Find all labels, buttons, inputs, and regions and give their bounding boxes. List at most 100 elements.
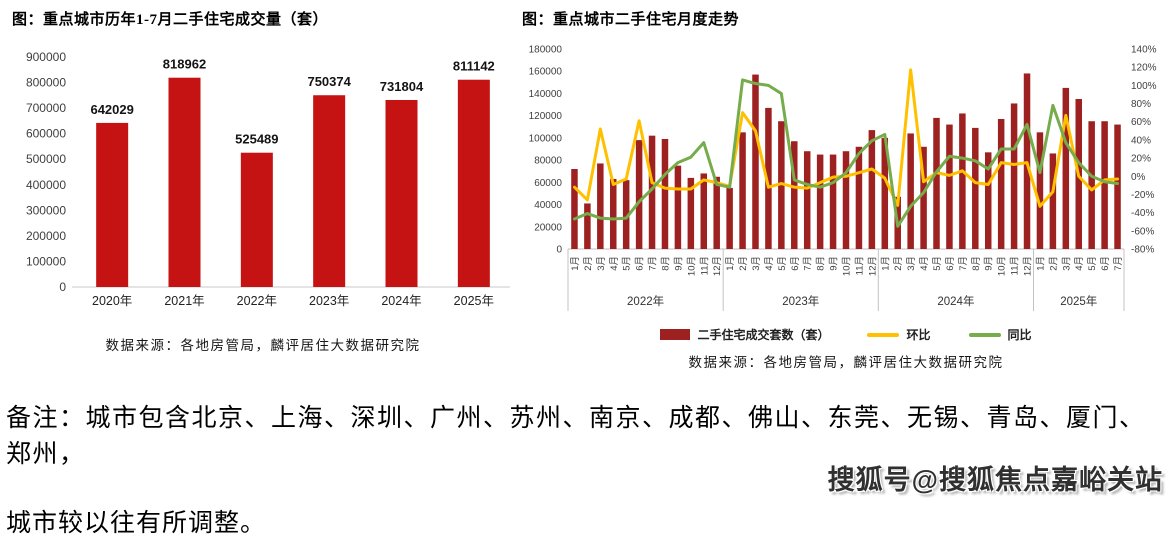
year-group-label: 2023年 — [782, 294, 819, 308]
annual-y-tick-label: 600000 — [26, 127, 66, 141]
monthly-month-label: 4月 — [919, 256, 930, 271]
monthly-bar — [946, 124, 953, 249]
monthly-bar — [933, 117, 940, 249]
monthly-right-axis-tick: -40% — [1131, 208, 1154, 219]
monthly-month-label: 1月 — [570, 256, 581, 271]
monthly-month-label: 8月 — [971, 256, 982, 271]
monthly-bar — [855, 146, 863, 249]
monthly-bar — [1101, 121, 1108, 249]
monthly-chart-section: 图：重点城市二手住宅月度走势 0 20000 40000 60000 80000 1000… — [522, 6, 1170, 371]
monthly-bar — [739, 132, 746, 249]
monthly-left-axis-tick: 120000 — [529, 111, 563, 122]
monthly-month-label: 10月 — [997, 256, 1008, 276]
monthly-bar — [1010, 103, 1018, 249]
annual-x-tick-label: 2025年 — [454, 294, 494, 308]
monthly-month-label: 12月 — [867, 256, 878, 276]
monthly-month-label: 6月 — [635, 256, 646, 271]
monthly-month-label: 7月 — [803, 256, 814, 271]
monthly-month-label: 6月 — [1100, 256, 1111, 271]
legend-item-bars: 二手住宅成交套数（套） — [660, 326, 829, 343]
annual-bar — [96, 122, 129, 287]
annual-bar — [385, 99, 418, 287]
legend-label: 同比 — [1007, 328, 1032, 342]
monthly-month-label: 11月 — [699, 256, 710, 275]
monthly-month-label: 4月 — [1074, 256, 1085, 271]
annual-chart-source: 数据来源：各地房管局，麟评居住大数据研究院 — [105, 338, 421, 353]
monthly-left-axis-tick: 60000 — [534, 178, 562, 189]
annual-bar-value-label: 525489 — [235, 132, 278, 147]
monthly-bar — [610, 179, 617, 249]
legend-line-swatch — [867, 332, 900, 337]
monthly-left-axis-tick: 0 — [556, 245, 562, 256]
annual-y-tick-label: 100000 — [26, 254, 66, 268]
monthly-month-label: 2月 — [583, 256, 594, 271]
monthly-month-label: 4月 — [764, 256, 775, 271]
monthly-month-label: 2月 — [738, 256, 749, 271]
note-line-1: 备注：城市包含北京、上海、深圳、广州、苏州、南京、成都、佛山、东莞、无锡、青岛、… — [6, 405, 1146, 468]
monthly-bar — [778, 121, 785, 249]
monthly-left-axis-tick: 40000 — [534, 200, 562, 211]
monthly-right-axis-tick: 120% — [1131, 63, 1157, 74]
monthly-right-axis-tick: -60% — [1131, 226, 1154, 237]
monthly-chart-legend: 二手住宅成交套数（套） 环比 同比 — [522, 326, 1170, 343]
monthly-bar — [816, 154, 824, 249]
legend-label: 环比 — [906, 328, 931, 342]
annual-x-tick-label: 2023年 — [309, 294, 349, 308]
monthly-bar — [765, 107, 772, 249]
annual-y-tick-label: 500000 — [26, 152, 66, 166]
monthly-month-label: 8月 — [816, 256, 827, 271]
monthly-bar — [661, 139, 669, 249]
annual-bar — [457, 79, 490, 287]
monthly-month-label: 4月 — [609, 256, 620, 271]
monthly-line-同比 — [572, 78, 1120, 228]
monthly-month-label: 5月 — [622, 256, 633, 271]
monthly-left-axis-tick: 160000 — [529, 67, 563, 78]
legend-item-同比: 同比 — [968, 326, 1032, 343]
annual-bar-value-label: 642029 — [90, 102, 133, 117]
monthly-month-label: 2月 — [893, 256, 904, 271]
monthly-month-label: 9月 — [673, 256, 684, 271]
monthly-bar — [1062, 87, 1070, 249]
monthly-bar — [972, 127, 979, 249]
annual-x-tick-label: 2021年 — [164, 294, 204, 308]
monthly-bar — [674, 165, 682, 249]
monthly-month-label: 8月 — [660, 256, 671, 271]
annual-y-tick-label: 400000 — [26, 178, 66, 192]
annual-chart-section: 图：重点城市历年1-7月二手住宅成交量（套） 0 100000 200000 3000… — [12, 6, 514, 354]
annual-chart-title: 图：重点城市历年1-7月二手住宅成交量（套） — [12, 12, 328, 28]
monthly-left-axis-tick: 80000 — [534, 156, 562, 167]
annual-bar-chart-plot: 0 100000 200000 300000 400000 500000 600000 700… — [26, 50, 510, 308]
legend-item-环比: 环比 — [867, 326, 931, 343]
monthly-bar — [635, 140, 643, 249]
monthly-bar — [868, 130, 876, 249]
annual-bar — [313, 95, 346, 287]
annual-x-tick-label: 2024年 — [381, 294, 421, 308]
monthly-month-label: 5月 — [932, 256, 943, 271]
monthly-right-axis-tick: -20% — [1131, 190, 1154, 201]
monthly-bar — [881, 137, 889, 249]
monthly-month-label: 6月 — [790, 256, 801, 271]
monthly-left-axis-tick: 140000 — [529, 89, 563, 100]
annual-y-tick-label: 800000 — [26, 76, 66, 90]
annual-bar-value-label: 750374 — [307, 74, 351, 89]
monthly-month-label: 3月 — [596, 256, 607, 271]
monthly-bar — [648, 135, 656, 249]
monthly-bar — [959, 113, 966, 249]
monthly-bar — [842, 151, 850, 249]
annual-y-tick-label: 700000 — [26, 101, 66, 115]
monthly-bar — [791, 141, 798, 249]
annual-y-tick-label: 900000 — [26, 50, 66, 64]
monthly-bar — [571, 169, 578, 249]
monthly-month-label: 3月 — [751, 256, 762, 271]
monthly-right-axis-tick: 140% — [1131, 45, 1157, 56]
monthly-bar — [1088, 121, 1095, 249]
monthly-month-label: 7月 — [958, 256, 969, 271]
annual-bar-value-label: 811142 — [453, 59, 495, 74]
monthly-month-label: 1月 — [725, 256, 736, 271]
monthly-month-label: 11月 — [1010, 256, 1021, 275]
annual-y-tick-label: 200000 — [26, 229, 66, 243]
monthly-bar — [1114, 124, 1121, 249]
monthly-bar — [1049, 153, 1057, 249]
monthly-month-label: 3月 — [906, 256, 917, 271]
page: { "note": { "line1": "备注：城市包含北京、上海、深圳、广州… — [6, 6, 1170, 537]
